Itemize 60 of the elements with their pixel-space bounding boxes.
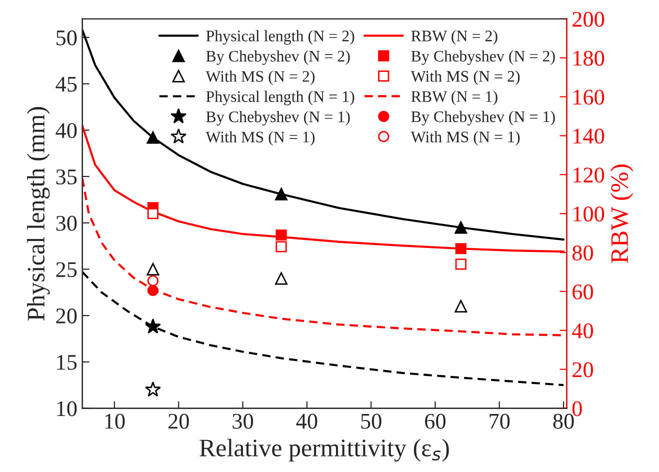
point — [147, 284, 158, 296]
y2-tick-label: 140 — [574, 128, 604, 144]
y-tick-label: 50 — [56, 30, 77, 46]
point — [276, 241, 287, 252]
x-tick-label: 40 — [296, 414, 318, 429]
legend-label: With MS (N = 1) — [410, 131, 520, 146]
line-series — [82, 28, 565, 241]
y2-tick-label: 60 — [572, 284, 593, 300]
point — [454, 221, 468, 234]
x-tick-label: 10 — [105, 414, 125, 429]
legend-label: RBW (N = 1) — [411, 90, 498, 106]
point — [455, 243, 466, 254]
point — [454, 300, 468, 313]
y2-axis-title: RBW (%) — [610, 164, 634, 263]
x-tick-label: 30 — [232, 414, 254, 429]
y-tick-label: 20 — [56, 308, 77, 324]
y2-tick-label: 20 — [572, 362, 593, 378]
point — [455, 258, 466, 270]
legend-label: Physical length (N = 2) — [206, 30, 354, 45]
legend-label: By Chebyshev (N = 1) — [206, 110, 350, 126]
point — [147, 275, 158, 286]
x-tick-label: 60 — [425, 414, 446, 429]
y-tick-label: 40 — [56, 123, 77, 138]
legend-label: With MS (N = 1) — [206, 131, 315, 146]
legend-label: With MS (N = 2) — [410, 70, 520, 86]
point — [144, 318, 161, 334]
point — [276, 229, 287, 241]
y2-tick-label: 40 — [572, 323, 593, 338]
y-axis-title: Physical length (mm) — [26, 107, 50, 320]
legend-label: With MS (N = 2) — [206, 70, 315, 86]
x-tick-label: 70 — [490, 414, 510, 429]
y2-tick-label: 160 — [574, 90, 604, 105]
y2-tick-label: 120 — [574, 168, 604, 183]
point — [275, 188, 288, 200]
line-series — [82, 270, 565, 386]
y-tick-label: 30 — [56, 216, 77, 231]
y2-tick-label: 80 — [572, 245, 593, 260]
y-tick-label: 25 — [56, 262, 77, 278]
legend-label: By Chebyshev (N = 2) — [411, 50, 555, 65]
point — [275, 272, 288, 285]
point — [146, 131, 160, 144]
y-tick-label: 35 — [56, 169, 77, 184]
legend-label: Physical length (N = 1) — [206, 90, 354, 106]
point — [147, 208, 158, 220]
y-tick-label: 15 — [57, 354, 77, 370]
y2-tick-label: 100 — [574, 206, 604, 222]
y2-tick-label: 180 — [574, 50, 604, 66]
legend-label: By Chebyshev (N = 1) — [411, 110, 555, 126]
y2-tick-label: 0 — [572, 401, 582, 416]
x-tick-label: 50 — [361, 414, 382, 429]
legend-label: By Chebyshev (N = 2) — [206, 50, 350, 65]
y-tick-label: 45 — [56, 76, 77, 92]
y2-tick-label: 200 — [572, 12, 604, 27]
x-axis-title: Relative permittivity (ε$_{s}$) — [200, 438, 449, 462]
x-tick-label: 20 — [168, 414, 189, 429]
x-tick-label: 80 — [553, 414, 574, 429]
point — [144, 381, 161, 397]
y-tick-label: 10 — [57, 401, 77, 416]
legend-label: RBW (N = 2) — [411, 30, 498, 45]
point — [146, 262, 160, 276]
